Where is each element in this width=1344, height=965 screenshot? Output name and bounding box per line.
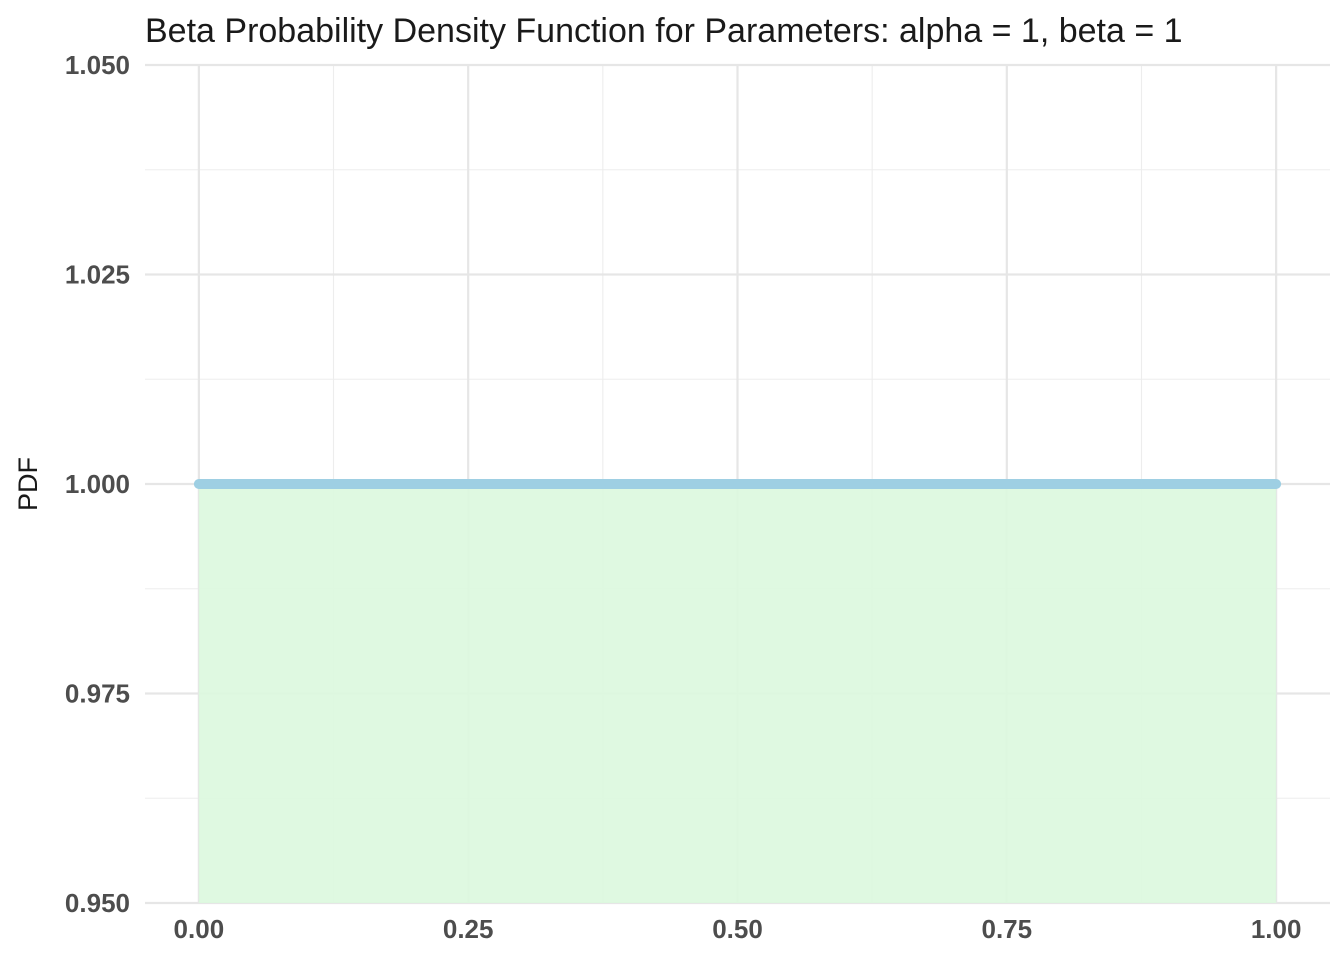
y-tick-label: 1.025 <box>65 260 130 290</box>
x-tick-label: 0.25 <box>443 914 494 944</box>
x-tick-label: 0.75 <box>982 914 1033 944</box>
y-tick-label: 0.975 <box>65 679 130 709</box>
chart-title: Beta Probability Density Function for Pa… <box>145 12 1183 50</box>
tick-layer: 0.00 0.25 0.50 0.75 1.00 0.950 0.975 1.000 1.025… <box>65 50 1302 944</box>
y-tick-label: 0.950 <box>65 888 130 918</box>
y-tick-label: 1.000 <box>65 469 130 499</box>
area-layer <box>198 484 1277 903</box>
x-tick-label: 1.00 <box>1251 914 1302 944</box>
y-axis-title: PDF <box>13 457 43 511</box>
y-tick-label: 1.050 <box>65 50 130 80</box>
x-tick-label: 0.50 <box>712 914 763 944</box>
density-area <box>198 484 1277 903</box>
x-tick-label: 0.00 <box>174 914 225 944</box>
